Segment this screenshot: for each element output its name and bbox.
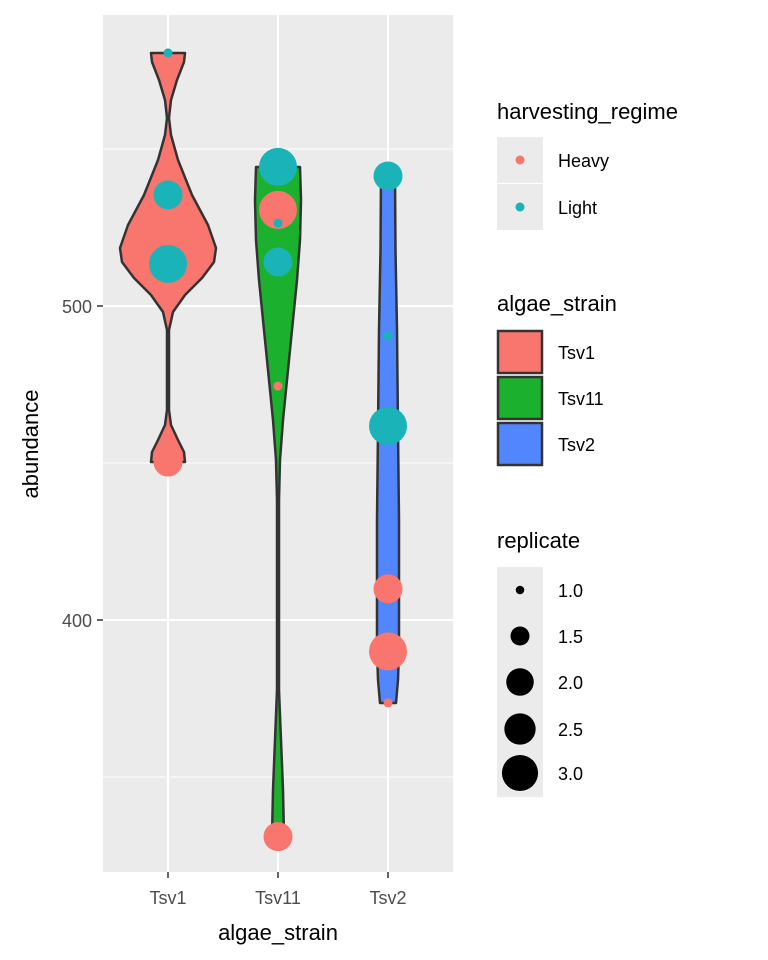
data-point (263, 822, 293, 852)
data-point (383, 698, 393, 708)
legend-title: algae_strain (497, 291, 617, 316)
points (149, 48, 407, 852)
legend-swatch-tsv1 (496, 329, 544, 375)
legend-label: Heavy (558, 151, 609, 171)
data-point (259, 190, 297, 229)
legend-size-dot (510, 626, 530, 646)
legend-label: Light (558, 198, 597, 218)
data-point (149, 244, 187, 283)
x-tick-label: Tsv1 (149, 888, 186, 908)
legend-swatch-tsv11 (496, 375, 544, 421)
data-point (259, 147, 297, 186)
legend-label: 2.5 (558, 720, 583, 740)
data-point (369, 406, 407, 445)
y-axis: 400 500 (62, 297, 103, 631)
data-point (373, 574, 403, 604)
data-point (263, 247, 293, 277)
legend-label: Tsv1 (558, 343, 595, 363)
legend-label: Tsv2 (558, 435, 595, 455)
legend-title: harvesting_regime (497, 99, 678, 124)
legend-replicate: replicate 1.0 1.5 2.0 2.5 3.0 (497, 528, 583, 797)
data-point (163, 48, 173, 58)
legend-size-dot (515, 585, 525, 595)
legend-swatch-light (515, 202, 525, 212)
data-point (373, 161, 403, 191)
legend-label: 1.5 (558, 627, 583, 647)
legend-label: 2.0 (558, 673, 583, 693)
data-point (273, 381, 283, 391)
legend-label: Tsv11 (558, 389, 604, 409)
legend-size-dot (506, 668, 534, 696)
data-point (153, 447, 183, 477)
data-point (383, 331, 393, 341)
legend-swatch-heavy (515, 155, 525, 165)
legend-swatch-tsv2 (496, 421, 544, 467)
x-axis: Tsv1 Tsv11 Tsv2 (149, 872, 407, 908)
legend-size-dot (504, 713, 536, 745)
legend-harvesting-regime: harvesting_regime Heavy Light (497, 99, 678, 230)
legend-title: replicate (497, 528, 580, 553)
y-axis-title: abundance (18, 390, 43, 499)
x-tick-label: Tsv2 (369, 888, 406, 908)
legend-size-dot (501, 754, 539, 792)
y-tick-label: 400 (62, 611, 92, 631)
x-tick-label: Tsv11 (255, 888, 301, 908)
y-tick-label: 500 (62, 297, 92, 317)
data-point (153, 180, 183, 210)
legend-label: 1.0 (558, 581, 583, 601)
legend-algae-strain: algae_strain Tsv1 Tsv11 Tsv2 (496, 291, 617, 467)
legend-label: 3.0 (558, 764, 583, 784)
data-point (369, 632, 407, 671)
x-axis-title: algae_strain (218, 920, 338, 945)
data-point (273, 218, 283, 228)
